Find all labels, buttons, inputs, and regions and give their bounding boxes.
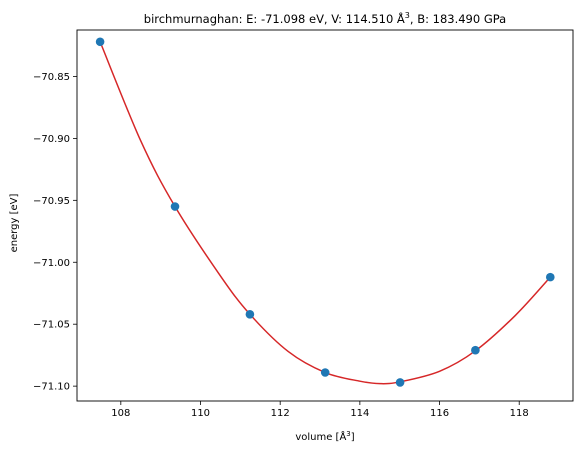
data-point xyxy=(170,202,180,211)
plot-frame xyxy=(76,29,574,402)
y-tick-label: −71.00 xyxy=(33,258,70,269)
chart-title: birchmurnaghan: E: -71.098 eV, V: 114.51… xyxy=(144,11,506,26)
data-point xyxy=(395,378,405,387)
x-tick-label: 108 xyxy=(111,408,130,419)
y-tick-label: −70.90 xyxy=(33,134,70,145)
y-tick-label: −70.85 xyxy=(33,72,70,83)
data-point xyxy=(545,272,555,282)
x-tick-label: 116 xyxy=(430,408,449,419)
data-points-layer xyxy=(95,37,555,387)
x-tick-label: 118 xyxy=(510,408,529,419)
y-tick-label: −71.05 xyxy=(33,320,70,331)
data-point xyxy=(320,368,330,377)
y-tick-label: −70.95 xyxy=(33,196,70,207)
data-point xyxy=(245,309,255,319)
x-axis-label: volume [Å3] xyxy=(295,430,354,443)
y-axis-ticks: −70.85 −70.90 −70.95 −71.00 −71.05 −71.10 xyxy=(33,72,77,393)
y-axis-label: energy [eV] xyxy=(9,193,20,252)
data-point xyxy=(471,345,480,355)
x-tick-label: 112 xyxy=(271,408,290,419)
x-tick-label: 114 xyxy=(350,408,369,419)
x-tick-label: 110 xyxy=(191,408,210,419)
x-axis-ticks: 108 110 112 114 116 118 xyxy=(111,401,529,419)
data-point xyxy=(95,37,105,47)
y-tick-label: −71.10 xyxy=(33,382,70,393)
